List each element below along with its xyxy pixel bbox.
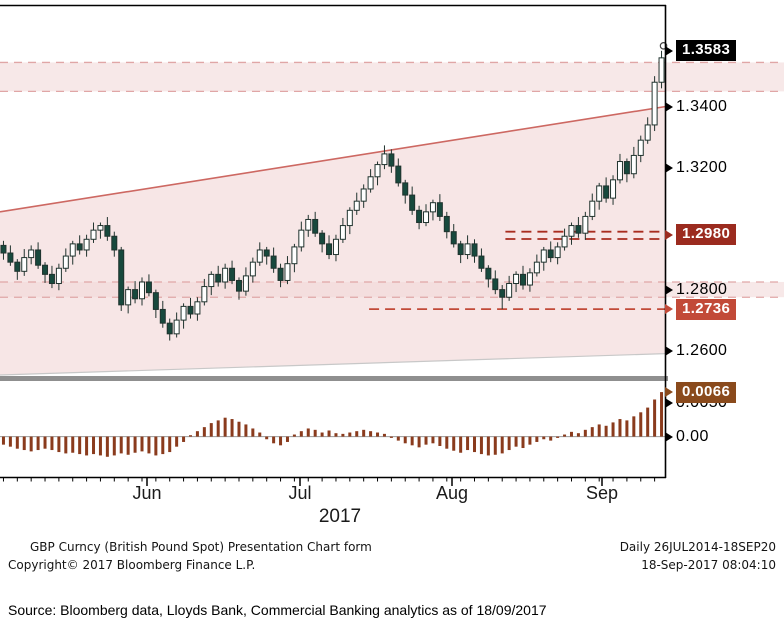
axis-year-label: 2017 bbox=[318, 506, 362, 527]
chart-description: GBP Curncy (British Pound Spot) Presenta… bbox=[30, 540, 372, 554]
terminal-footer-line2: Copyright© 2017 Bloomberg Finance L.P. 1… bbox=[0, 558, 784, 572]
source-note: Source: Bloomberg data, Lloyds Bank, Com… bbox=[8, 602, 547, 618]
terminal-footer-line1: GBP Curncy (British Pound Spot) Presenta… bbox=[0, 540, 784, 554]
chart-period: Daily 26JUL2014-18SEP20 bbox=[619, 540, 776, 554]
timestamp: 18-Sep-2017 08:04:10 bbox=[641, 558, 776, 572]
price-chart-svg bbox=[0, 4, 784, 486]
copyright-text: Copyright© 2017 Bloomberg Finance L.P. bbox=[8, 558, 256, 572]
